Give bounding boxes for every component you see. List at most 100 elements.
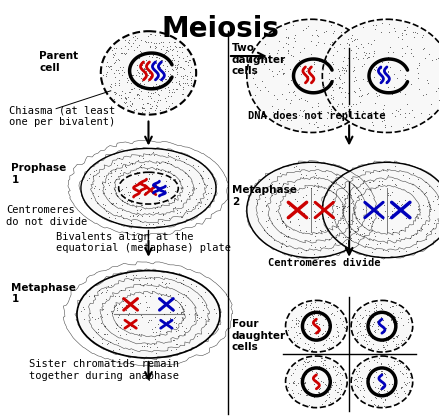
Point: [399, 308, 406, 315]
Point: [400, 124, 407, 130]
Point: [116, 64, 123, 70]
Point: [424, 221, 431, 227]
Point: [111, 89, 118, 95]
Point: [158, 57, 165, 64]
Point: [334, 211, 341, 217]
Point: [341, 323, 348, 330]
Point: [111, 44, 118, 51]
Point: [263, 218, 270, 224]
Point: [336, 68, 343, 74]
Point: [98, 336, 105, 342]
Point: [298, 313, 305, 319]
Point: [396, 230, 403, 237]
Point: [161, 69, 168, 76]
Point: [177, 309, 184, 316]
Point: [352, 189, 359, 196]
Point: [141, 189, 148, 196]
Point: [113, 324, 120, 331]
Point: [154, 86, 161, 93]
Point: [378, 368, 385, 375]
Point: [194, 317, 201, 324]
Point: [149, 82, 156, 89]
Point: [109, 46, 116, 53]
Point: [163, 291, 170, 298]
Point: [340, 219, 347, 226]
Point: [101, 331, 108, 337]
Point: [383, 366, 390, 372]
Ellipse shape: [351, 356, 413, 408]
Point: [252, 196, 259, 202]
Point: [162, 47, 169, 54]
Point: [391, 209, 398, 216]
Point: [365, 191, 372, 198]
Point: [133, 35, 140, 41]
Point: [132, 308, 139, 315]
Point: [114, 328, 121, 334]
Point: [348, 199, 355, 206]
Point: [172, 42, 179, 49]
Point: [359, 185, 366, 192]
Point: [353, 76, 360, 83]
Point: [366, 54, 373, 60]
Point: [300, 108, 307, 115]
Point: [311, 61, 318, 67]
Point: [351, 74, 358, 81]
Point: [150, 168, 157, 175]
Point: [111, 303, 118, 310]
Point: [393, 376, 400, 382]
Point: [438, 49, 440, 56]
Point: [115, 82, 122, 88]
Point: [154, 179, 161, 186]
Point: [165, 89, 172, 96]
Point: [356, 99, 363, 106]
Point: [174, 153, 181, 160]
Point: [207, 189, 214, 196]
Point: [167, 309, 174, 316]
Point: [424, 230, 431, 237]
Point: [141, 37, 148, 44]
Point: [118, 50, 125, 57]
Point: [284, 34, 291, 41]
Point: [379, 398, 386, 405]
Point: [127, 213, 134, 219]
Point: [136, 331, 143, 337]
Point: [307, 300, 314, 306]
Point: [320, 28, 327, 35]
Point: [398, 84, 405, 91]
Point: [282, 232, 289, 239]
Point: [175, 43, 182, 50]
Point: [432, 230, 439, 237]
Point: [178, 49, 185, 56]
Point: [302, 303, 309, 310]
Point: [282, 186, 289, 193]
Text: Metaphase
2: Metaphase 2: [232, 185, 297, 207]
Point: [360, 386, 367, 393]
Point: [308, 185, 315, 192]
Point: [292, 314, 299, 321]
Point: [369, 334, 376, 341]
Point: [151, 204, 158, 211]
Point: [402, 72, 409, 79]
Point: [315, 57, 322, 64]
Point: [303, 68, 310, 74]
Ellipse shape: [323, 162, 440, 257]
Point: [328, 81, 335, 88]
Point: [345, 36, 352, 43]
Point: [401, 308, 408, 315]
Point: [345, 202, 352, 209]
Point: [279, 66, 286, 72]
Point: [106, 339, 113, 345]
Point: [90, 172, 97, 179]
Point: [365, 311, 372, 318]
Point: [169, 66, 176, 73]
Point: [161, 80, 168, 87]
Point: [177, 309, 184, 316]
Point: [158, 59, 165, 66]
Point: [86, 175, 93, 181]
Point: [364, 373, 371, 380]
Point: [260, 56, 267, 63]
Point: [433, 55, 440, 62]
Point: [105, 176, 112, 183]
Point: [429, 224, 436, 231]
Point: [339, 57, 346, 64]
